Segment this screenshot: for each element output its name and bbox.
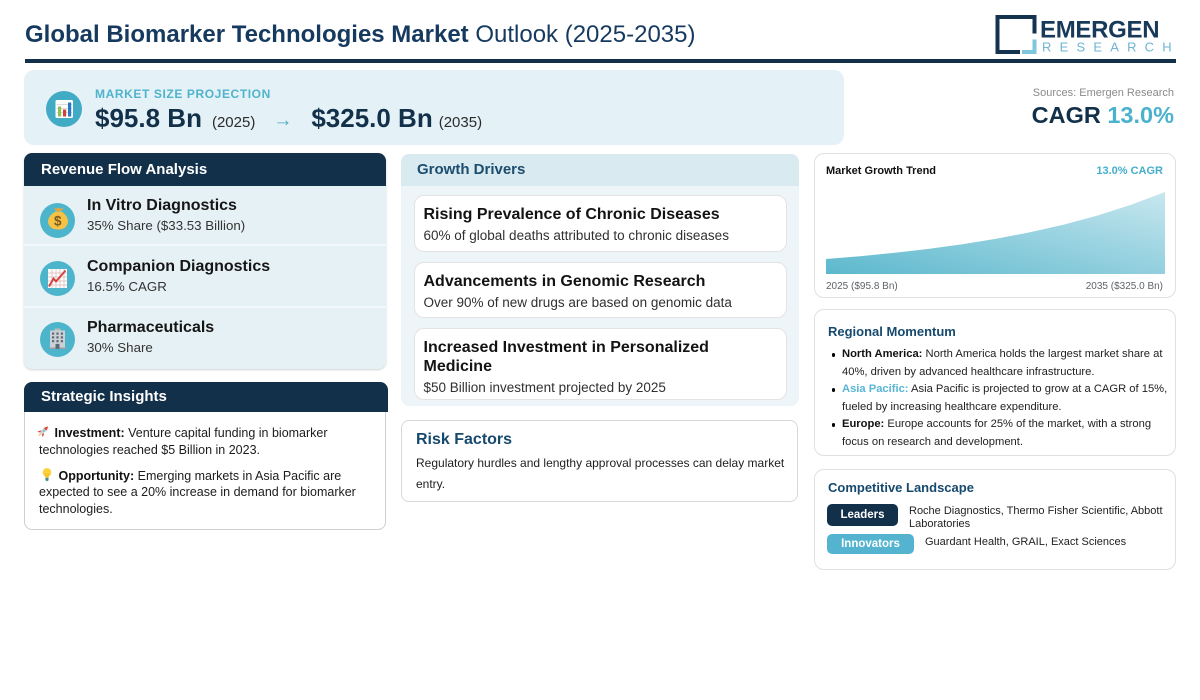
svg-text:EMERGEN: EMERGEN bbox=[1040, 17, 1159, 44]
svg-text:$: $ bbox=[54, 214, 62, 229]
svg-text:RESEARCH: RESEARCH bbox=[1042, 40, 1178, 55]
